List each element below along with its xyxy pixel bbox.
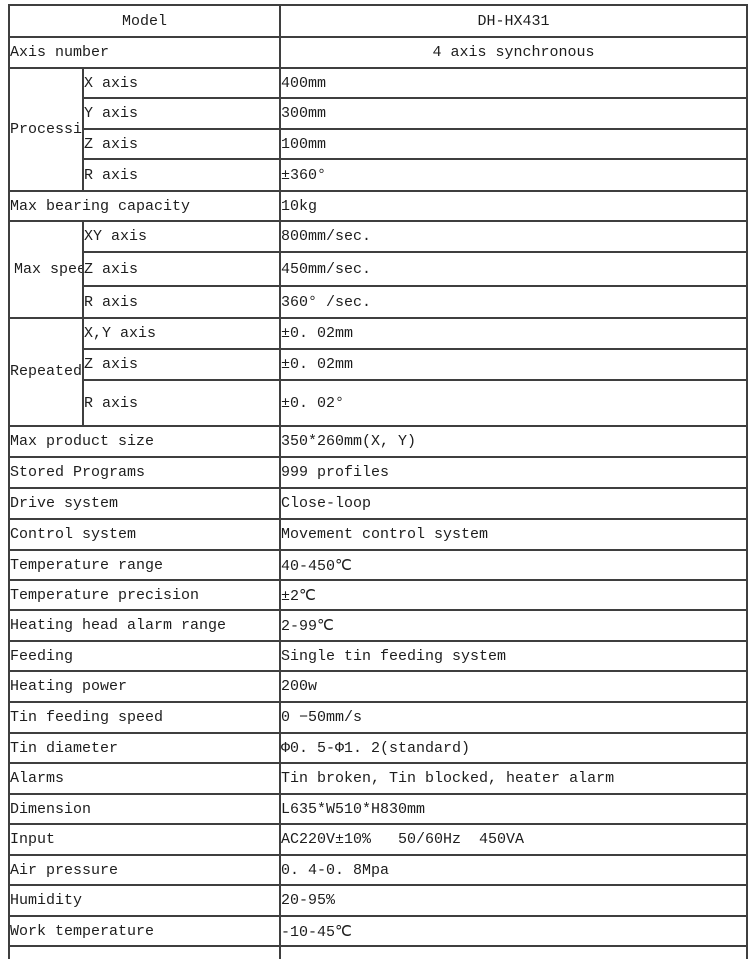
sub-label: Y axis [81, 97, 282, 130]
table-row: Control system Movement control system [7, 518, 749, 551]
row-value: 0. 4-0. 8Mpa [279, 854, 749, 886]
table-row: Input AC220V±10% 50/60Hz 450VA [7, 823, 749, 856]
row-value: 0 −50mm/s [279, 701, 749, 734]
row-label: Feeding [7, 640, 282, 672]
row-label: Heating power [7, 670, 282, 703]
table-row: Tin diameter Φ0. 5-Φ1. 2(standard) [7, 732, 749, 764]
row-value: 999 profiles [279, 456, 749, 489]
row-label: Alarms [7, 762, 282, 795]
sub-label: X axis [81, 67, 282, 99]
table-row-axis-number: Axis number 4 axis synchronous [7, 36, 749, 69]
table-row-cutoff [7, 945, 749, 959]
table-row: Feeding Single tin feeding system [7, 640, 749, 672]
sub-label: Z axis [81, 128, 282, 160]
table-row: Temperature precision ±2℃ [7, 579, 749, 611]
sub-label: Z axis [81, 348, 282, 381]
row-value: 100mm [279, 128, 749, 160]
row-label: Max product size [7, 425, 282, 458]
table-row: Heating power 200w [7, 670, 749, 703]
row-label: Heating head alarm range [7, 609, 282, 642]
row-label: Work temperature [7, 915, 282, 947]
row-value: 40-450℃ [279, 549, 749, 581]
table-row-model: Model DH-HX431 [7, 4, 749, 38]
row-label: Drive system [7, 487, 282, 520]
row-label: Dimension [7, 793, 282, 825]
row-value: Close-loop [279, 487, 749, 520]
row-value: ±2℃ [279, 579, 749, 611]
row-value: Single tin feeding system [279, 640, 749, 672]
table-row: Max product size 350*260mm(X, Y) [7, 425, 749, 458]
table-row: Temperature range 40-450℃ [7, 549, 749, 581]
row-value: ±0. 02mm [279, 348, 749, 381]
row-value: 20-95% [279, 884, 749, 917]
table-row-processing-y: Y axis 300mm [9, 97, 749, 130]
row-value: Φ0. 5-Φ1. 2(standard) [279, 732, 749, 764]
row-label: Temperature range [7, 549, 282, 581]
row-label: Control system [7, 518, 282, 551]
row-value: 360° /sec. [279, 285, 749, 319]
table-row-speed-z: Z axis 450mm/sec. [9, 251, 749, 287]
table-row: Humidity 20-95% [7, 884, 749, 917]
table-row-processing-z: Z axis 100mm [9, 128, 749, 160]
row-value: 800mm/sec. [279, 220, 749, 253]
table-row-speed-xy: Max speed XY axis 800mm/sec. [8, 220, 749, 319]
row-value: 400mm [279, 67, 749, 99]
table-row-precision-r: R axis ±0. 02° [9, 379, 749, 427]
row-value: 2-99℃ [279, 609, 749, 642]
row-value: ±360° [279, 158, 749, 192]
table-row: Tin feeding speed 0 −50mm/s [7, 701, 749, 734]
table-row: Stored Programs 999 profiles [7, 456, 749, 489]
row-value: 350*260mm(X, Y) [279, 425, 749, 458]
row-label: Input [7, 823, 282, 856]
table-row: Heating head alarm range 2-99℃ [7, 609, 749, 642]
row-label: Axis number [7, 36, 282, 69]
sub-label: Z axis [81, 251, 282, 287]
table-row-speed-r: R axis 360° /sec. [9, 285, 749, 319]
row-value: Tin broken, Tin blocked, heater alarm [279, 762, 749, 795]
row-value: L635*W510*H830mm [279, 793, 749, 825]
row-label: Tin diameter [7, 732, 282, 764]
row-value: -10-45℃ [279, 915, 749, 947]
row-label: Tin feeding speed [7, 701, 282, 734]
table-row: Dimension L635*W510*H830mm [7, 793, 749, 825]
table-row-processing-r: R axis ±360° [9, 158, 749, 192]
row-label: Max bearing capacity [7, 190, 282, 222]
row-value [279, 945, 749, 959]
sub-label: XY axis [81, 220, 282, 253]
group-label-max-speed: Max speed [8, 220, 84, 319]
row-label: Air pressure [7, 854, 282, 886]
row-value: 300mm [279, 97, 749, 130]
sub-label: R axis [81, 379, 282, 427]
row-label: Stored Programs [7, 456, 282, 489]
row-label [7, 945, 282, 959]
row-value: AC220V±10% 50/60Hz 450VA [279, 823, 749, 856]
row-value: ±0. 02mm [279, 317, 749, 350]
table-row: Work temperature -10-45℃ [7, 915, 749, 947]
table-row-precision-xy: Repeated precision X,Y axis ±0. 02mm [8, 317, 749, 427]
table-row-max-bearing: Max bearing capacity 10kg [7, 190, 749, 222]
row-value: Movement control system [279, 518, 749, 551]
row-value: 450mm/sec. [279, 251, 749, 287]
model-header-label: Model [7, 4, 282, 38]
sub-label: X,Y axis [81, 317, 282, 350]
sub-label: R axis [81, 285, 282, 319]
table-row: Drive system Close-loop [7, 487, 749, 520]
row-label: Humidity [7, 884, 282, 917]
row-value: 200w [279, 670, 749, 703]
table-row: Alarms Tin broken, Tin blocked, heater a… [7, 762, 749, 795]
table-row: Air pressure 0. 4-0. 8Mpa [7, 854, 749, 886]
spec-table: Model DH-HX431 Axis number 4 axis synchr… [7, 4, 749, 959]
sub-label: R axis [81, 158, 282, 192]
table-row-processing-x: Processing scope X axis 400mm [8, 67, 749, 192]
row-value: ±0. 02° [279, 379, 749, 427]
group-label-repeated-precision: Repeated precision [8, 317, 84, 427]
group-label-processing-scope: Processing scope [8, 67, 84, 192]
table-row-precision-z: Z axis ±0. 02mm [9, 348, 749, 381]
row-label: Temperature precision [7, 579, 282, 611]
model-header-value: DH-HX431 [279, 4, 749, 38]
row-value: 4 axis synchronous [279, 36, 749, 69]
row-value: 10kg [279, 190, 749, 222]
